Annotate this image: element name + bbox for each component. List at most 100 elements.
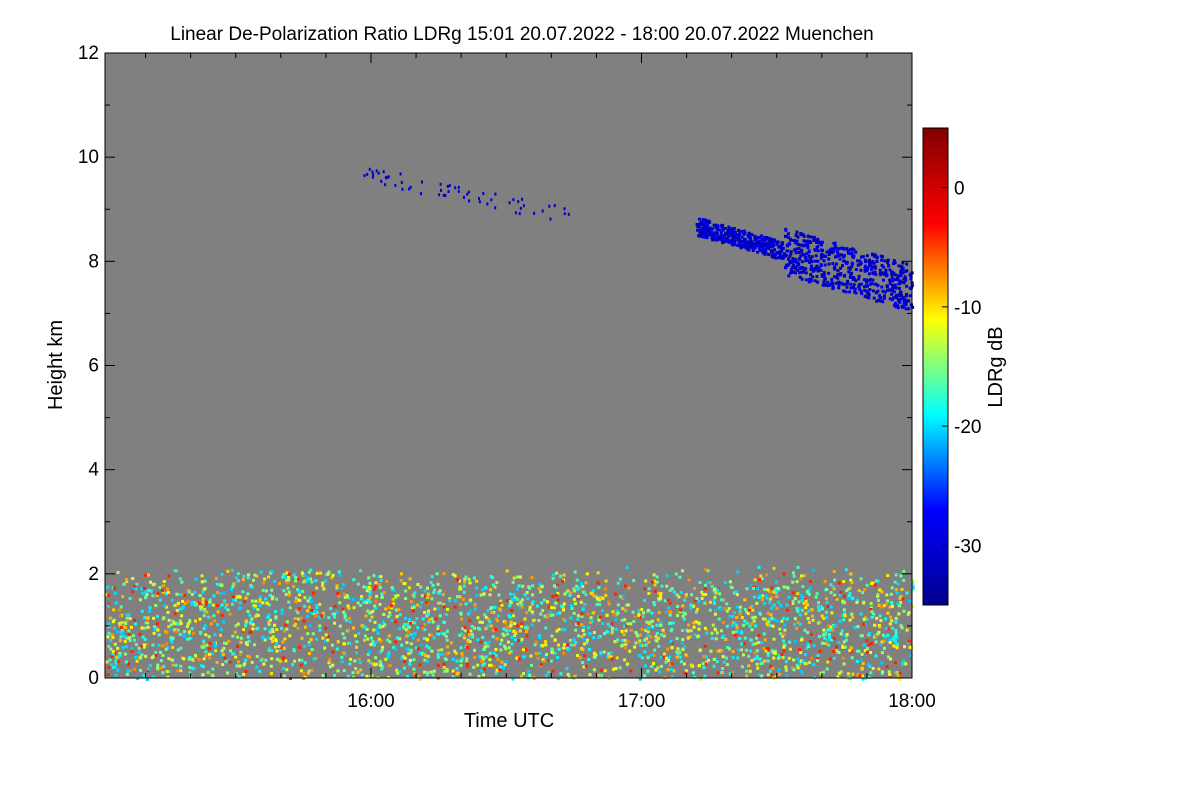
aerosol-mark xyxy=(832,636,836,640)
aerosol-mark xyxy=(734,630,738,634)
aerosol-mark xyxy=(740,642,744,646)
aerosol-mark xyxy=(188,655,192,659)
cirrus-mark xyxy=(905,269,909,273)
aerosol-mark xyxy=(687,578,691,582)
aerosol-mark xyxy=(832,587,836,591)
aerosol-mark xyxy=(379,639,383,643)
aerosol-mark xyxy=(163,604,166,607)
aerosol-mark xyxy=(409,600,413,604)
aerosol-mark xyxy=(459,646,463,650)
aerosol-mark xyxy=(560,604,564,608)
aerosol-mark xyxy=(161,588,165,592)
aerosol-mark xyxy=(164,592,168,596)
cirrus-mark xyxy=(727,229,730,232)
aerosol-mark xyxy=(791,666,794,670)
aerosol-mark xyxy=(842,611,846,615)
aerosol-mark xyxy=(364,614,368,618)
aerosol-mark xyxy=(120,625,124,629)
aerosol-mark xyxy=(537,618,541,622)
aerosol-mark xyxy=(585,572,589,576)
cirrus-mark xyxy=(736,228,740,232)
aerosol-mark xyxy=(524,648,528,651)
aerosol-mark xyxy=(141,635,145,639)
aerosol-mark xyxy=(769,613,773,617)
aerosol-mark xyxy=(394,647,398,651)
aerosol-mark xyxy=(836,675,840,679)
aerosol-mark xyxy=(248,613,252,617)
aerosol-mark xyxy=(381,624,385,628)
aerosol-mark xyxy=(785,617,789,621)
aerosol-mark xyxy=(614,667,618,670)
cirrus-mark xyxy=(872,254,876,258)
aerosol-mark xyxy=(420,594,424,598)
aerosol-mark xyxy=(781,656,785,660)
aerosol-mark xyxy=(863,588,867,592)
aerosol-mark xyxy=(233,598,237,602)
aerosol-mark xyxy=(523,593,527,597)
aerosol-mark xyxy=(810,633,814,637)
aerosol-mark xyxy=(679,591,683,594)
cirrus-mark xyxy=(909,275,913,279)
aerosol-mark xyxy=(763,587,766,591)
aerosol-mark xyxy=(438,601,442,605)
aerosol-mark xyxy=(666,598,670,602)
aerosol-mark xyxy=(214,644,218,648)
aerosol-mark xyxy=(555,629,559,633)
aerosol-mark xyxy=(388,664,392,668)
aerosol-mark xyxy=(494,654,498,658)
aerosol-mark xyxy=(849,650,853,654)
aerosol-mark xyxy=(492,610,496,614)
cirrus-mark xyxy=(875,299,879,303)
cirrus-mark xyxy=(711,232,715,236)
aerosol-mark xyxy=(747,654,751,658)
cirrus-mark xyxy=(764,236,768,239)
aerosol-mark xyxy=(738,612,741,616)
aerosol-mark xyxy=(748,608,752,612)
aerosol-mark xyxy=(364,599,368,603)
aerosol-mark xyxy=(628,649,632,653)
aerosol-mark xyxy=(418,652,422,655)
aerosol-mark xyxy=(398,613,402,617)
aerosol-mark xyxy=(820,614,824,618)
aerosol-mark xyxy=(538,583,542,587)
aerosol-mark xyxy=(268,646,272,650)
aerosol-mark xyxy=(207,652,211,656)
aerosol-mark xyxy=(462,636,466,640)
aerosol-mark xyxy=(234,655,238,659)
aerosol-mark xyxy=(119,605,123,609)
aerosol-mark xyxy=(801,585,805,588)
aerosol-mark xyxy=(473,626,476,630)
cirrus-mark xyxy=(805,243,809,247)
cirrus-mark xyxy=(798,257,802,260)
cirrus-mark xyxy=(712,223,716,227)
aerosol-mark xyxy=(808,661,812,664)
aerosol-mark xyxy=(755,636,758,640)
aerosol-mark xyxy=(751,642,755,646)
aerosol-mark xyxy=(712,588,716,592)
aerosol-mark xyxy=(888,622,892,626)
aerosol-mark xyxy=(771,651,775,655)
aerosol-mark xyxy=(265,601,269,605)
aerosol-mark xyxy=(342,582,345,586)
aerosol-mark xyxy=(711,623,715,627)
aerosol-mark xyxy=(433,588,437,592)
aerosol-mark xyxy=(333,604,337,608)
aerosol-mark xyxy=(442,605,446,609)
aerosol-mark xyxy=(481,657,485,661)
aerosol-mark xyxy=(509,620,513,624)
aerosol-mark xyxy=(777,588,781,592)
cirrus-mark xyxy=(850,276,854,279)
cirrus-mark xyxy=(835,255,839,259)
aerosol-mark xyxy=(263,627,267,631)
cirrus-mark xyxy=(859,268,863,272)
cirrus-mark xyxy=(800,249,804,253)
cirrus-mark xyxy=(737,233,741,237)
aerosol-mark xyxy=(888,673,892,676)
aerosol-mark xyxy=(429,581,433,584)
aerosol-mark xyxy=(830,638,833,642)
aerosol-mark xyxy=(513,638,517,642)
aerosol-mark xyxy=(877,604,881,607)
aerosol-mark xyxy=(835,649,839,653)
aerosol-mark xyxy=(305,615,309,619)
aerosol-mark xyxy=(132,638,136,642)
